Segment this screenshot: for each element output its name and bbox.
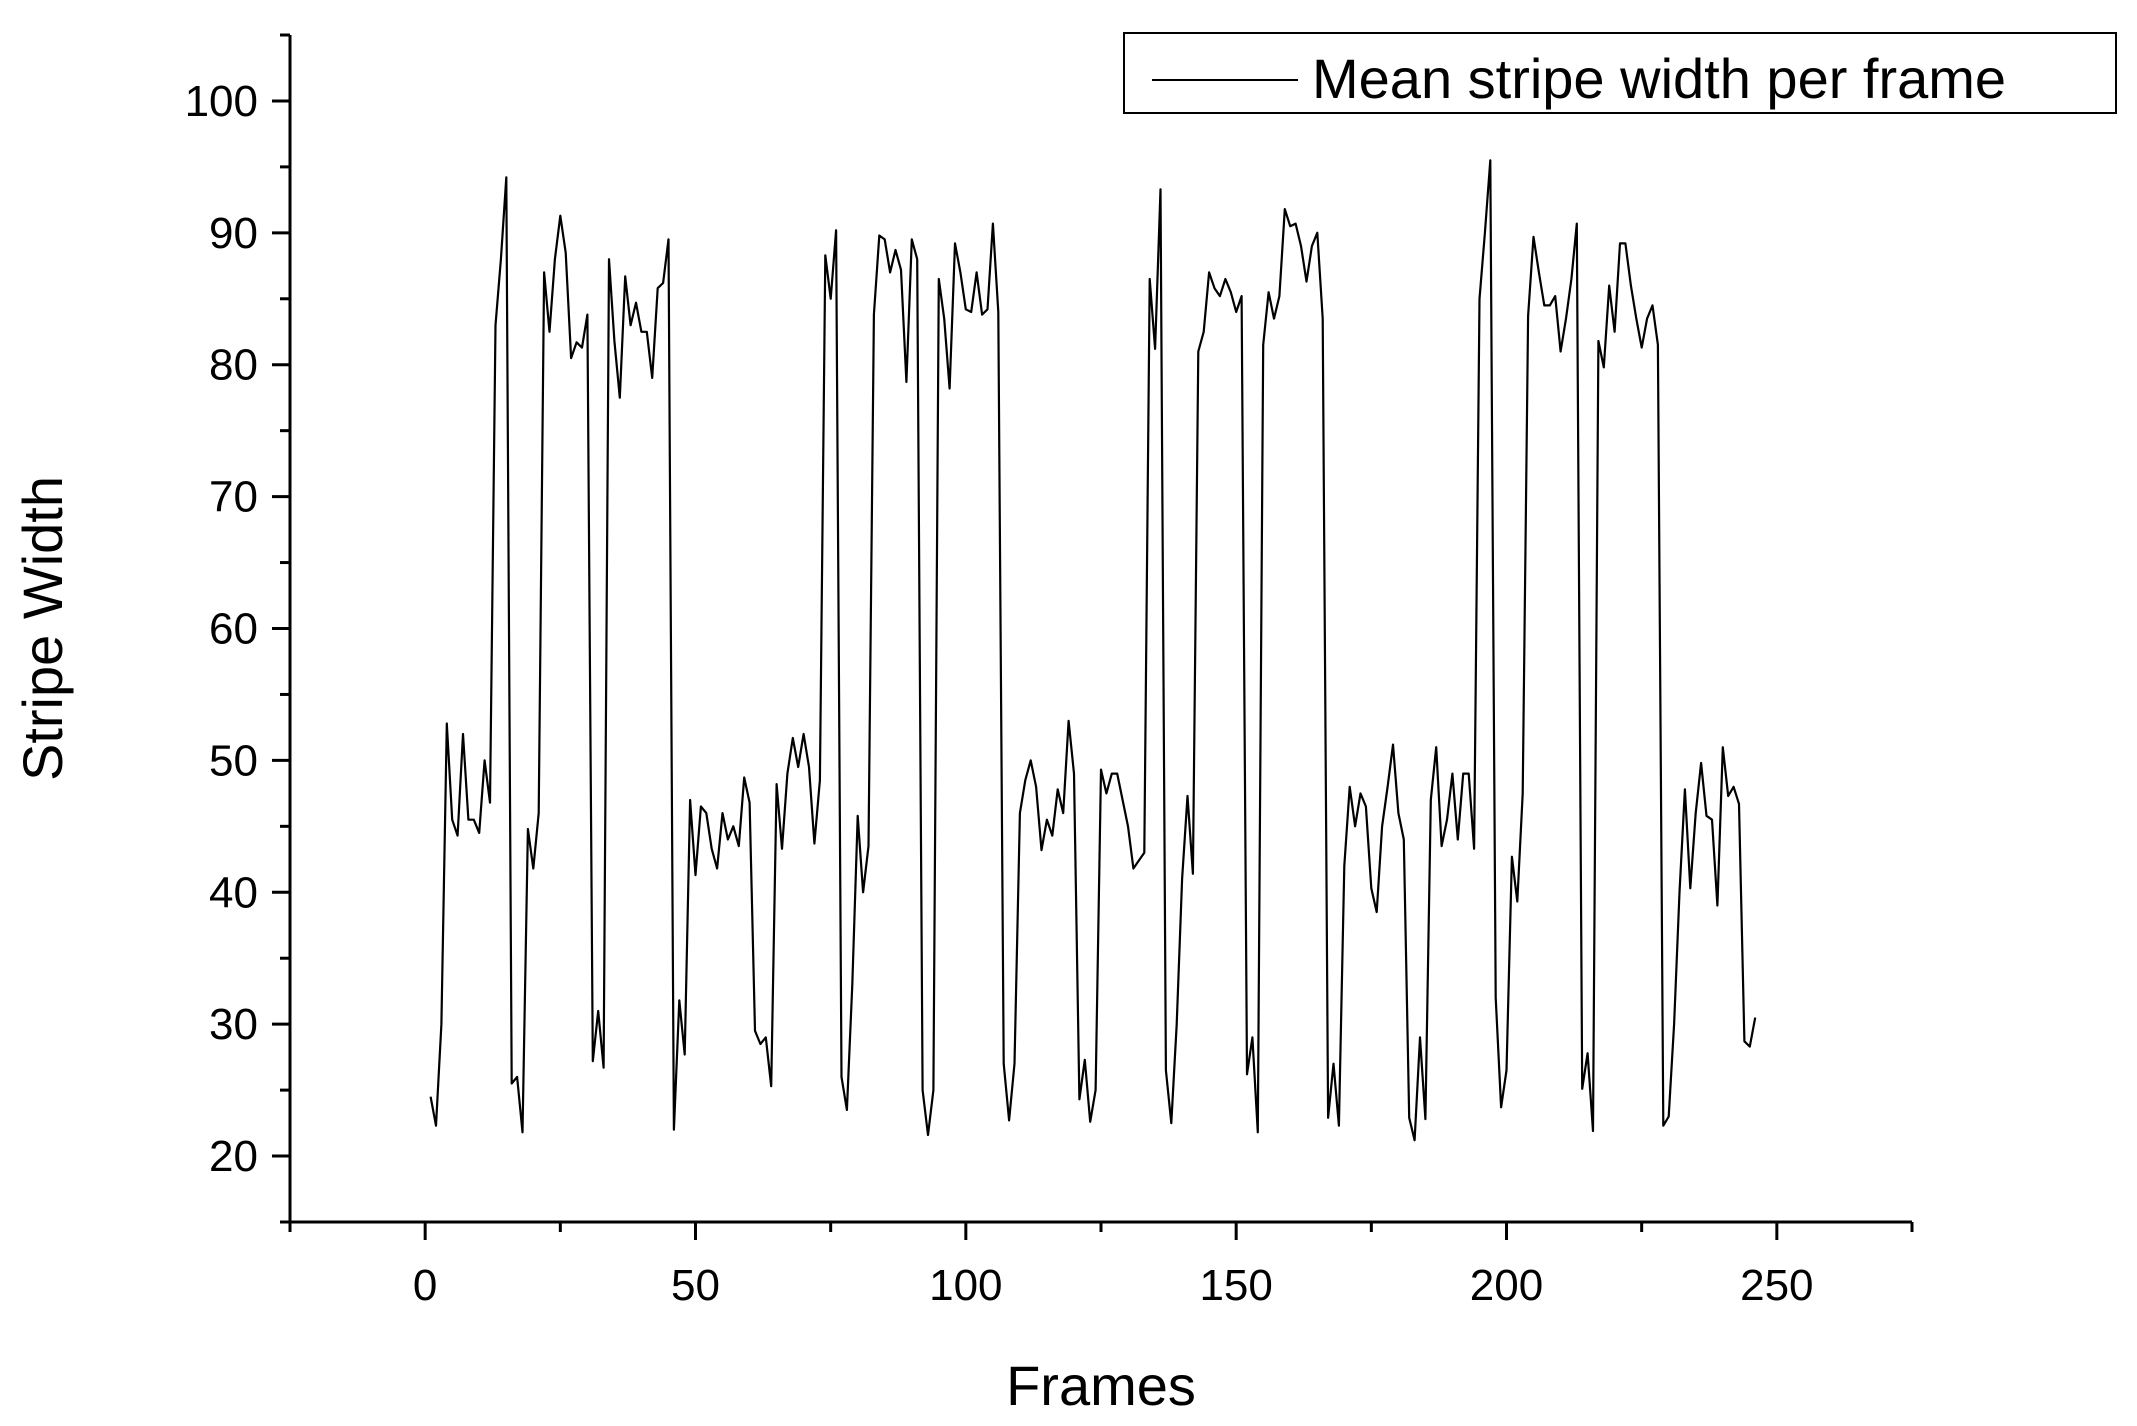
y-tick-label: 90 bbox=[209, 209, 258, 258]
tick-labels: 0 50 100 150 200 250 20 30 40 50 60 70 80 90 100 bbox=[185, 77, 1814, 1310]
x-tick-label: 200 bbox=[1470, 1261, 1543, 1310]
x-tick-label: 100 bbox=[929, 1261, 1002, 1310]
y-tick-label: 80 bbox=[209, 341, 258, 390]
x-axis-title: Frames bbox=[1006, 1354, 1196, 1417]
x-tick-label: 50 bbox=[671, 1261, 720, 1310]
x-tick-label: 0 bbox=[413, 1261, 437, 1310]
ticks bbox=[272, 33, 1914, 1240]
y-axis-title: Stripe Width bbox=[11, 476, 74, 781]
legend-label: Mean stripe width per frame bbox=[1312, 47, 2006, 110]
y-tick-label: 30 bbox=[209, 1000, 258, 1049]
axes bbox=[288, 35, 1912, 1224]
y-tick-label: 70 bbox=[209, 473, 258, 522]
series-layer bbox=[429, 159, 1757, 1142]
legend-box bbox=[1123, 32, 2117, 114]
y-tick-label: 40 bbox=[209, 868, 258, 917]
y-tick-label: 100 bbox=[185, 77, 258, 126]
legend: Mean stripe width per frame bbox=[1123, 32, 2117, 114]
y-tick-label: 20 bbox=[209, 1132, 258, 1181]
y-tick-label: 50 bbox=[209, 736, 258, 785]
x-tick-label: 250 bbox=[1740, 1261, 1813, 1310]
y-tick-label: 60 bbox=[209, 605, 258, 654]
series-line bbox=[429, 159, 1757, 1142]
x-tick-label: 150 bbox=[1199, 1261, 1272, 1310]
